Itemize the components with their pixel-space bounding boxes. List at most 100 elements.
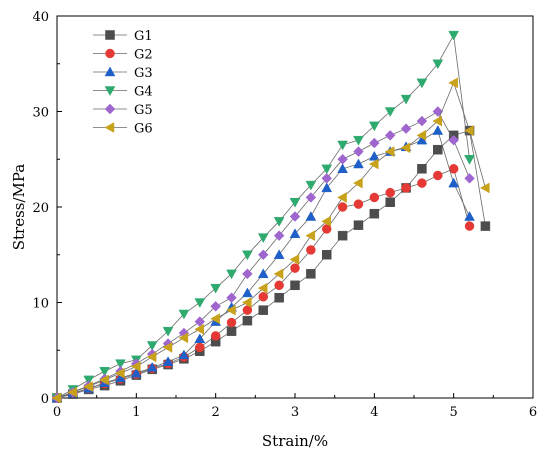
data-point (195, 342, 205, 353)
data-point (178, 309, 190, 320)
data-point (257, 249, 269, 261)
data-point (385, 197, 395, 207)
x-tick-label: 5 (450, 405, 458, 420)
data-point (290, 280, 300, 291)
data-point (178, 332, 189, 344)
data-point (226, 317, 237, 328)
x-tick-label: 4 (370, 405, 378, 420)
y-tick-label: 20 (32, 201, 49, 216)
series-g3 (51, 125, 475, 403)
data-point (210, 313, 220, 325)
data-point (384, 107, 396, 117)
legend-label: G5 (134, 103, 153, 118)
data-point (417, 178, 427, 188)
data-point (115, 367, 125, 379)
data-point (99, 367, 110, 377)
legend-label: G4 (134, 85, 153, 100)
data-point (337, 202, 348, 212)
data-point (146, 361, 158, 372)
data-point (416, 130, 427, 141)
x-tick-label: 3 (291, 405, 299, 420)
data-point (400, 123, 412, 134)
data-point (146, 351, 157, 363)
data-point (226, 326, 237, 336)
data-point (226, 269, 237, 280)
data-point (448, 134, 459, 146)
series-line (56, 33, 470, 399)
data-point (242, 315, 253, 326)
y-tick-label: 0 (41, 392, 49, 407)
data-point (433, 144, 443, 155)
legend-item-g1: G1 (93, 29, 153, 44)
data-point (305, 192, 317, 203)
data-point (337, 163, 348, 174)
x-tick-label: 6 (529, 405, 537, 420)
data-point (162, 326, 174, 337)
data-point (273, 268, 284, 280)
series-g2 (52, 164, 475, 403)
data-point (369, 192, 380, 203)
data-point (432, 59, 444, 70)
y-tick-label: 10 (32, 297, 49, 312)
data-point (257, 282, 268, 294)
legend: G1 G2 G3 G4 G5 G6 (93, 29, 153, 137)
data-point (274, 280, 284, 291)
series-line (56, 81, 486, 399)
series-g6 (51, 77, 490, 404)
data-point (448, 177, 460, 188)
data-point (130, 367, 142, 378)
x-tick-label: 0 (53, 405, 61, 420)
legend-item-g2: G2 (93, 48, 153, 63)
data-point (321, 224, 332, 234)
data-point (321, 182, 333, 193)
data-point (258, 292, 269, 302)
data-point (416, 78, 428, 89)
y-tick-label: 30 (32, 106, 49, 121)
data-point (67, 386, 78, 398)
legend-label: G1 (134, 29, 153, 44)
data-point (210, 283, 222, 294)
data-point (416, 115, 428, 127)
data-point (274, 292, 284, 303)
data-point (321, 164, 333, 175)
data-point (400, 94, 412, 105)
data-point (162, 356, 174, 366)
legend-marker (104, 103, 116, 115)
data-point (242, 305, 253, 315)
data-point (321, 250, 332, 260)
data-point (384, 146, 395, 157)
data-point (289, 198, 301, 208)
series-g4 (51, 30, 475, 404)
data-point (289, 211, 301, 222)
legend-marker (105, 48, 115, 59)
data-point (464, 173, 475, 184)
data-point (289, 254, 300, 265)
legend-marker (105, 30, 115, 40)
data-point (448, 30, 460, 41)
data-point (210, 301, 221, 312)
data-point (464, 211, 475, 221)
legend-label: G6 (134, 122, 153, 137)
data-point (273, 249, 285, 259)
data-point (337, 230, 348, 241)
data-point (273, 230, 285, 241)
data-point (400, 142, 411, 154)
data-point (368, 150, 380, 161)
data-point (273, 217, 285, 227)
legend-item-g5: G5 (93, 103, 153, 118)
data-point (194, 333, 206, 343)
data-point (464, 125, 474, 136)
data-point (385, 187, 395, 198)
series-line (56, 129, 470, 399)
data-point (353, 158, 364, 169)
legend-item-g4: G4 (93, 85, 153, 100)
x-tick-label: 2 (212, 405, 220, 420)
data-point (464, 155, 475, 165)
data-point (242, 287, 253, 298)
legend-item-g6: G6 (93, 122, 153, 137)
data-point (479, 182, 490, 194)
data-point (321, 215, 331, 227)
data-point (194, 323, 205, 335)
data-point (432, 125, 444, 135)
data-point (242, 268, 253, 280)
